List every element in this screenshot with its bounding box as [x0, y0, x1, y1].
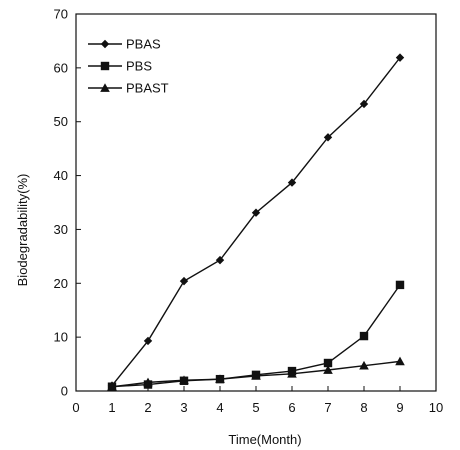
data-point-pbs: [395, 280, 405, 290]
tick-marks: 0 1 2 3 4 5 6 7 8 9 10 0 10 20 30 40 50 60 70: [54, 7, 444, 416]
legend-entry-pbs: PBS: [88, 59, 152, 74]
legend-label-pbas: PBAS: [126, 37, 161, 52]
data-point-pbas: [323, 133, 333, 142]
legend-label-pbast: PBAST: [126, 81, 169, 96]
x-tick-label: 10: [429, 400, 443, 415]
legend-marker-pbs: [100, 61, 110, 71]
data-point-pbast: [395, 356, 405, 366]
legend-entry-pbas: PBAS: [88, 37, 161, 52]
legend-label-pbs: PBS: [126, 59, 152, 74]
y-axis-label: Biodegradability(%): [15, 174, 30, 287]
data-point-pbast: [143, 377, 153, 387]
series-layer: [107, 53, 405, 391]
series-line-pbas: [111, 57, 401, 387]
legend: PBAS PBS PBAST: [88, 37, 169, 96]
data-point-pbast: [107, 381, 117, 391]
data-point-pbs: [359, 331, 369, 341]
y-tick-label: 40: [54, 168, 68, 183]
x-tick-label: 9: [396, 400, 403, 415]
x-tick-label: 6: [288, 400, 295, 415]
legend-marker-pbast: [100, 83, 110, 92]
y-tick-label: 0: [61, 384, 68, 399]
x-tick-label: 3: [180, 400, 187, 415]
data-point-pbs: [323, 358, 333, 368]
y-tick-label: 30: [54, 222, 68, 237]
y-tick-label: 60: [54, 60, 68, 75]
data-point-pbas: [395, 53, 405, 62]
x-tick-label: 8: [360, 400, 367, 415]
data-point-pbas: [287, 178, 297, 187]
series-pbast: [107, 356, 405, 391]
x-axis-label: Time(Month): [228, 432, 301, 447]
data-point-pbas: [215, 255, 225, 265]
x-tick-label: 0: [72, 400, 79, 415]
x-tick-label: 5: [252, 400, 259, 415]
x-tick-label: 2: [144, 400, 151, 415]
x-tick-label: 7: [324, 400, 331, 415]
data-point-pbas: [359, 99, 369, 109]
data-point-pbast: [323, 365, 333, 374]
data-point-pbast: [359, 360, 369, 370]
data-point-pbas: [143, 336, 153, 346]
data-point-pbas: [179, 276, 189, 286]
data-point-pbas: [251, 208, 261, 217]
y-tick-label: 70: [54, 7, 68, 22]
y-tick-label: 10: [54, 330, 68, 345]
data-point-pbast: [179, 375, 189, 385]
data-point-pbast: [251, 371, 261, 380]
x-tick-label: 4: [216, 400, 223, 415]
data-point-pbast: [287, 368, 297, 378]
x-tick-label: 1: [108, 400, 115, 415]
data-point-pbast: [215, 374, 225, 383]
legend-marker-pbas: [100, 39, 110, 49]
y-tick-label: 50: [54, 114, 68, 129]
y-tick-label: 20: [54, 276, 68, 291]
legend-entry-pbast: PBAST: [88, 81, 169, 96]
